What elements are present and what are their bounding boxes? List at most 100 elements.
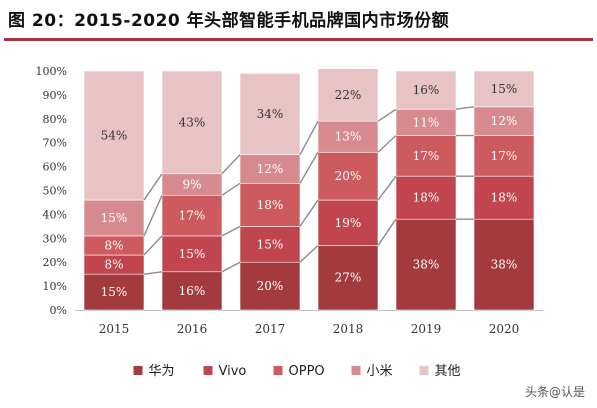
data-label: 20%	[335, 169, 362, 183]
y-tick-label: 50%	[43, 185, 67, 198]
data-label: 19%	[335, 216, 362, 230]
data-label: 38%	[413, 258, 440, 272]
y-tick-label: 30%	[43, 232, 67, 245]
legend-swatch	[351, 366, 361, 375]
data-label: 17%	[413, 149, 440, 163]
series-connector-line	[221, 182, 241, 196]
bar-segment	[473, 218, 535, 311]
legend-label: 其他	[435, 364, 461, 379]
series-connector-line	[455, 106, 475, 110]
bar-segment	[473, 135, 535, 177]
legend-label: OPPO	[289, 364, 325, 379]
title-divider	[4, 38, 593, 41]
data-label: 17%	[179, 209, 206, 223]
y-tick-label: 60%	[43, 161, 67, 174]
data-label: 8%	[104, 258, 123, 272]
bar-segment	[239, 73, 301, 155]
x-tick-label: 2016	[177, 322, 208, 336]
data-label: 15%	[101, 211, 128, 225]
bar-segment	[317, 68, 379, 122]
legend-swatch	[203, 366, 213, 375]
x-tick-label: 2015	[99, 322, 130, 336]
y-tick-label: 90%	[43, 89, 67, 102]
bar-segment	[317, 151, 379, 201]
bar-segment	[161, 194, 223, 237]
series-connector-line	[377, 108, 397, 122]
data-label: 11%	[413, 115, 440, 129]
bar-segment	[395, 70, 457, 110]
series-connector-line	[221, 154, 241, 175]
legend-label: 小米	[367, 364, 393, 379]
series-connector-line	[377, 175, 397, 201]
y-tick-label: 100%	[36, 65, 67, 78]
y-tick-label: 70%	[43, 137, 67, 150]
data-label: 18%	[257, 198, 284, 212]
bar-segment	[317, 120, 379, 153]
bar-segment	[473, 70, 535, 108]
bar-segment	[161, 70, 223, 175]
bar-segment	[83, 199, 145, 237]
x-tick-label: 2018	[333, 322, 364, 336]
series-connector-line	[299, 244, 319, 263]
y-tick-label: 40%	[43, 208, 67, 221]
bar-segment	[161, 235, 223, 273]
series-connector-line	[221, 225, 241, 237]
data-label: 54%	[101, 129, 128, 143]
data-label: 13%	[335, 130, 362, 144]
bar-segment	[395, 108, 457, 136]
y-tick-label: 20%	[43, 256, 67, 269]
bar-segment	[395, 218, 457, 311]
bar-segment	[395, 175, 457, 220]
data-label: 16%	[413, 83, 440, 97]
x-tick-label: 2020	[489, 322, 520, 336]
data-label: 34%	[257, 107, 284, 121]
bar-segment	[395, 135, 457, 177]
legend-label: 华为	[149, 364, 175, 379]
series-connector-line	[377, 135, 397, 153]
data-label: 15%	[101, 285, 128, 299]
watermark-text: 头条@认是	[524, 385, 585, 399]
series-connector-line	[143, 173, 163, 201]
series-connector-line	[377, 218, 397, 246]
bar-segment	[83, 70, 145, 201]
data-label: 8%	[104, 238, 123, 252]
series-connector-line	[299, 199, 319, 227]
data-label: 15%	[179, 247, 206, 261]
bar-segment	[239, 261, 301, 311]
data-label: 38%	[491, 258, 518, 272]
bar-segment	[473, 106, 535, 136]
y-tick-label: 0%	[50, 304, 67, 317]
bar-segment	[161, 271, 223, 311]
data-label: 12%	[491, 114, 518, 128]
data-label: 15%	[257, 237, 284, 251]
series-connector-line	[143, 271, 163, 275]
bar-segment	[473, 175, 535, 220]
data-label: 18%	[413, 191, 440, 205]
data-label: 43%	[179, 115, 206, 129]
series-connector-line	[299, 120, 319, 155]
data-label: 16%	[179, 284, 206, 298]
data-label: 15%	[491, 82, 518, 96]
bar-segment	[83, 273, 145, 311]
legend-label: Vivo	[219, 364, 247, 379]
data-label: 20%	[257, 279, 284, 293]
bar-segment	[239, 183, 301, 227]
series-connector-line	[299, 151, 319, 184]
legend-swatch	[419, 366, 429, 375]
x-tick-label: 2019	[411, 322, 442, 336]
bar-segment	[317, 245, 379, 311]
series-connector-line	[221, 261, 241, 273]
data-label: 17%	[491, 149, 518, 163]
figure-title: 图 20：2015-2020 年头部智能手机品牌国内市场份额	[8, 11, 450, 31]
x-tick-label: 2017	[255, 322, 286, 336]
data-label: 9%	[182, 178, 201, 192]
data-label: 27%	[335, 271, 362, 285]
bar-segment	[317, 199, 379, 246]
bar-segment	[239, 154, 301, 184]
series-connector-line	[143, 235, 163, 256]
legend-swatch	[133, 366, 143, 375]
legend-swatch	[273, 366, 283, 375]
data-label: 22%	[335, 88, 362, 102]
data-label: 12%	[257, 162, 284, 176]
